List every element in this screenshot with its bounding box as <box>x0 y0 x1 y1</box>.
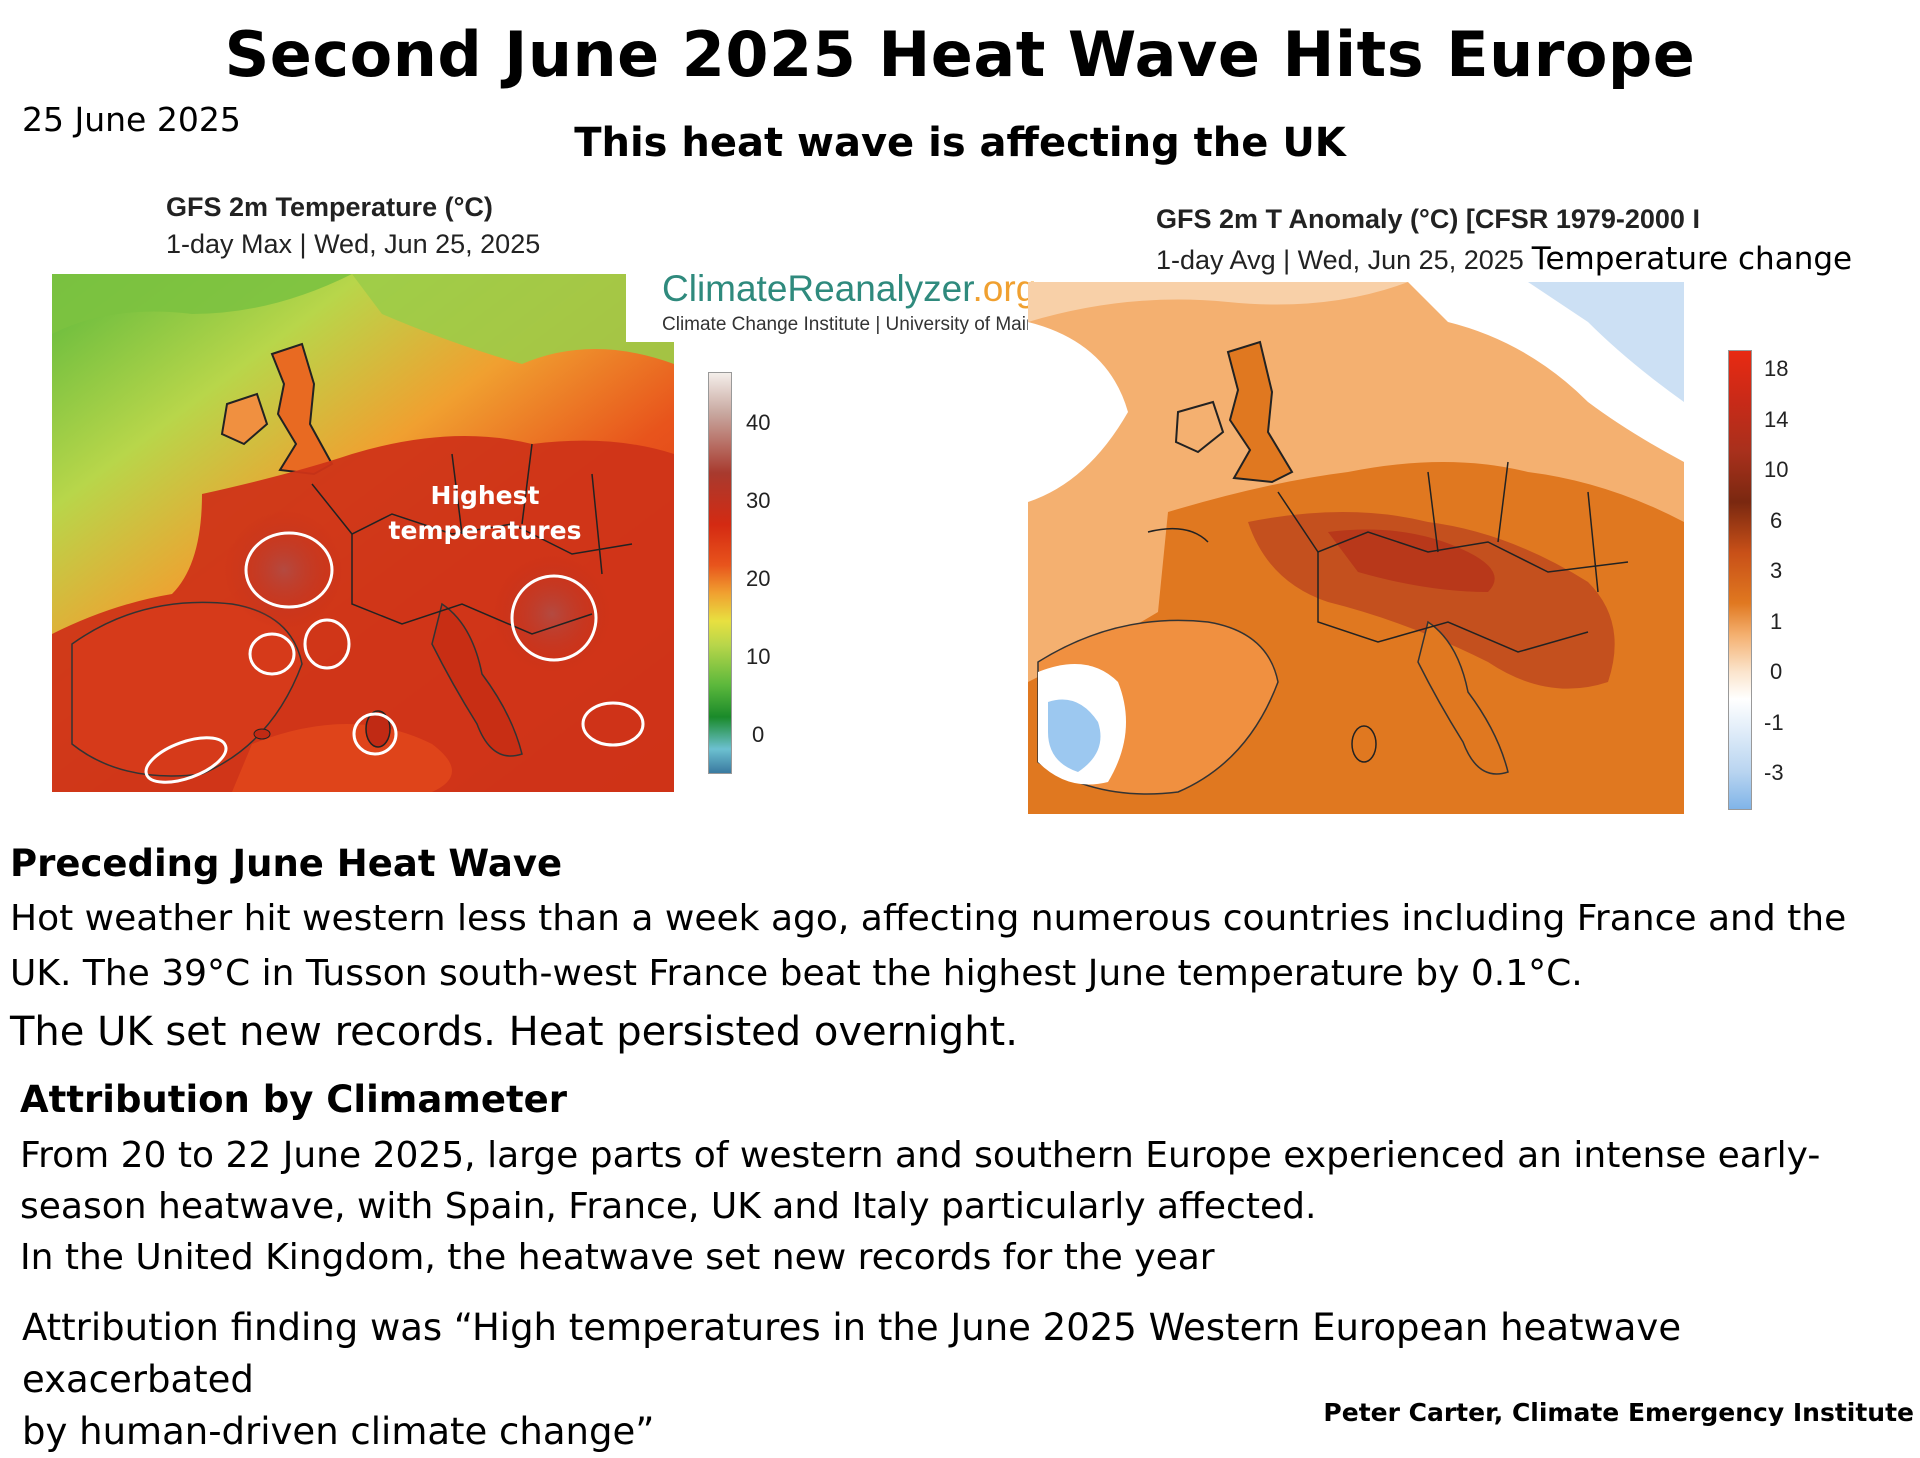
climate-reanalyzer-logo: ClimateReanalyzer.org Climate Change Ins… <box>626 266 1056 342</box>
preceding-line-1: Hot weather hit western less than a week… <box>10 898 1847 939</box>
attribution-line-1: From 20 to 22 June 2025, large parts of … <box>20 1135 1821 1176</box>
left-map-title: GFS 2m Temperature (°C) <box>166 192 493 222</box>
attribution-line-2: season heatwave, with Spain, France, UK … <box>20 1186 1317 1227</box>
attribution-text: From 20 to 22 June 2025, large parts of … <box>20 1130 1910 1283</box>
right-map-title-block: GFS 2m T Anomaly (°C) [CFSR 1979-2000 I … <box>1156 204 1852 277</box>
preceding-line-3: The UK set new records. Heat persisted o… <box>10 1009 1018 1055</box>
colorbar-tick: -1 <box>1764 710 1784 735</box>
page-title: Second June 2025 Heat Wave Hits Europe <box>224 18 1696 91</box>
preceding-text: Hot weather hit western less than a week… <box>10 891 1910 1001</box>
temperature-colorbar <box>708 372 732 774</box>
attribution-heading: Attribution by Climameter <box>20 1078 567 1121</box>
left-map-title-block: GFS 2m Temperature (°C) 1-day Max | Wed,… <box>166 192 540 260</box>
logo-name: ClimateReanalyzer.org <box>662 268 1037 309</box>
right-map-subtitle: 1-day Avg | Wed, Jun 25, 2025 <box>1156 245 1524 275</box>
colorbar-tick: -3 <box>1764 760 1784 785</box>
author-credit: Peter Carter, Climate Emergency Institut… <box>1323 1398 1914 1427</box>
page-subtitle: This heat wave is affecting the UK <box>574 120 1346 166</box>
colorbar-tick: 6 <box>1770 508 1783 533</box>
temperature-map <box>52 274 674 792</box>
highest-temperatures-annotation: Highest temperatures <box>388 481 582 545</box>
colorbar-tick: 20 <box>746 566 771 591</box>
attribution-finding-line-1: Attribution finding was “High temperatur… <box>22 1306 1682 1401</box>
left-map-subtitle: 1-day Max | Wed, Jun 25, 2025 <box>166 229 541 259</box>
attribution-line-3: In the United Kingdom, the heatwave set … <box>20 1237 1215 1278</box>
date-label: 25 June 2025 <box>22 100 241 139</box>
temperature-anomaly-map <box>1028 282 1684 814</box>
colorbar-tick: 1 <box>1770 609 1783 634</box>
attribution-finding: Attribution finding was “High temperatur… <box>22 1302 1902 1458</box>
preceding-heading: Preceding June Heat Wave <box>10 842 563 885</box>
right-map-title: GFS 2m T Anomaly (°C) [CFSR 1979-2000 I <box>1156 204 1700 234</box>
colorbar-tick: 30 <box>746 488 771 513</box>
colorbar-tick: 0 <box>1770 659 1783 684</box>
colorbar-tick: 0 <box>752 722 765 747</box>
colorbar-tick: 3 <box>1770 558 1783 583</box>
colorbar-tick: 14 <box>1764 407 1789 432</box>
colorbar-tick: 40 <box>746 410 771 435</box>
anomaly-colorbar <box>1728 350 1752 810</box>
colorbar-tick: 10 <box>1764 457 1789 482</box>
colorbar-tick: 10 <box>746 644 771 669</box>
temperature-change-label: Temperature change <box>1531 241 1853 277</box>
colorbar-tick: 18 <box>1764 356 1789 381</box>
preceding-line-2: UK. The 39°C in Tusson south-west France… <box>10 953 1583 994</box>
logo-tagline: Climate Change Institute | University of… <box>662 314 1048 335</box>
